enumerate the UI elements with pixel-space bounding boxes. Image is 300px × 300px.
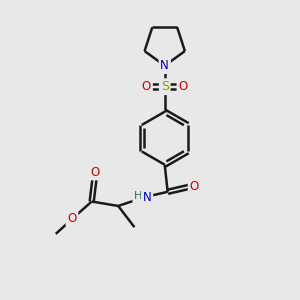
Text: H: H (134, 191, 142, 201)
Text: O: O (90, 166, 99, 178)
Text: O: O (190, 180, 199, 193)
Text: N: N (160, 59, 169, 72)
Text: O: O (67, 212, 76, 225)
Text: S: S (161, 80, 169, 93)
Text: N: N (143, 190, 152, 204)
Text: O: O (142, 80, 151, 93)
Text: O: O (178, 80, 188, 93)
